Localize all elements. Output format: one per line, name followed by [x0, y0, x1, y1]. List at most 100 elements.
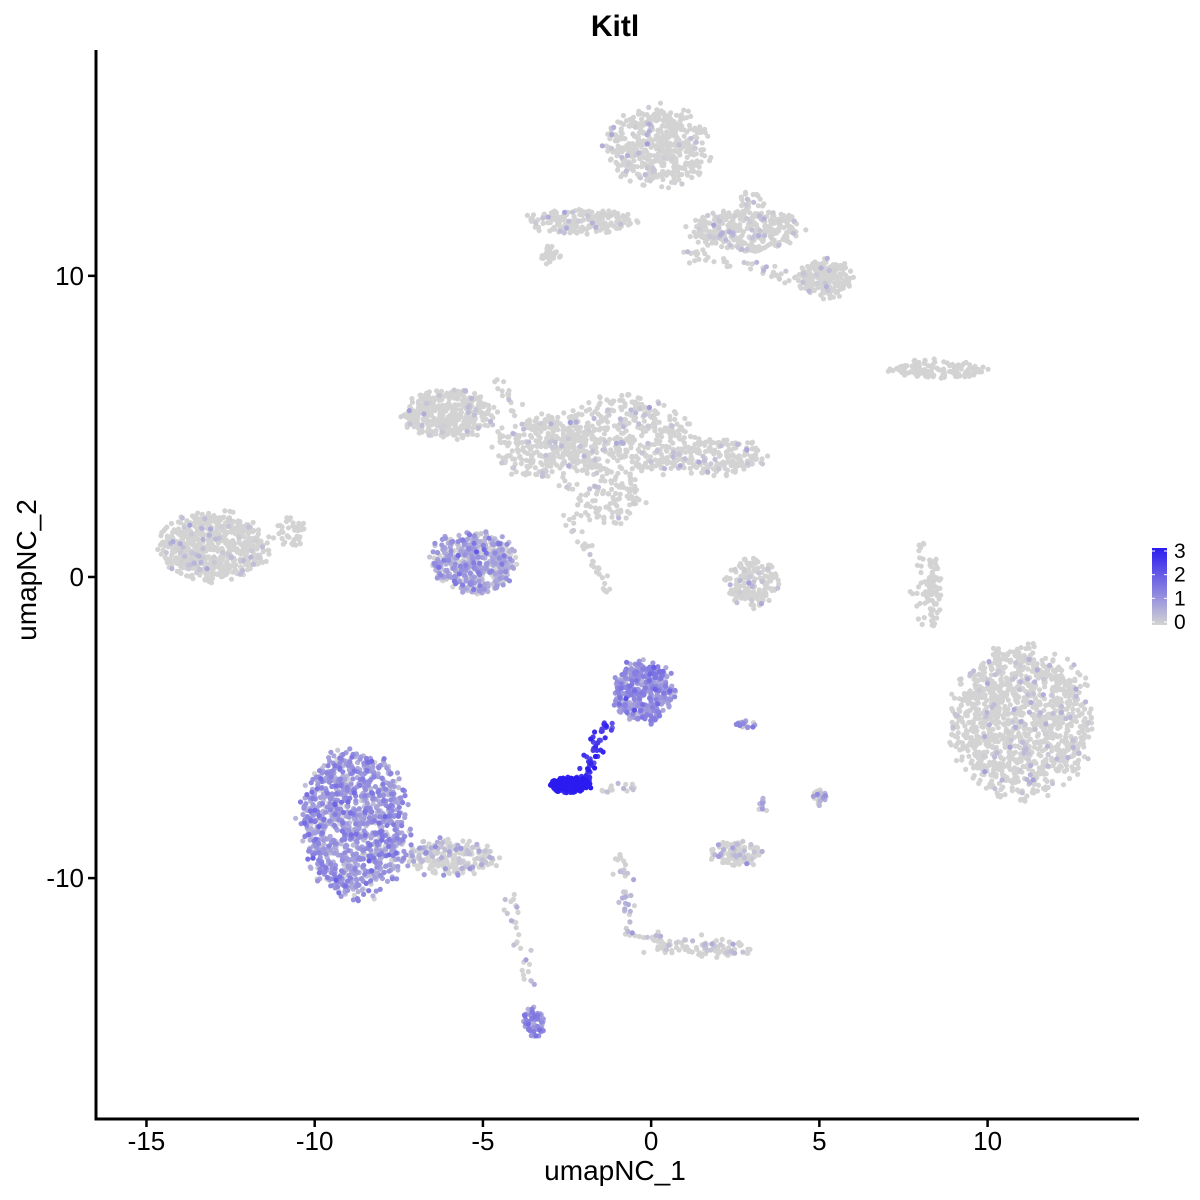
cell-point: [415, 420, 421, 426]
cell-point: [472, 390, 478, 397]
cell-point: [1066, 775, 1073, 782]
cell-point: [1075, 765, 1081, 771]
cell-point: [1026, 645, 1032, 651]
cell-point: [471, 871, 477, 877]
cell-point: [415, 866, 421, 872]
cell-point: [445, 400, 452, 406]
cell-point: [1027, 736, 1033, 742]
cell-point: [696, 171, 702, 178]
cell-point: [700, 147, 707, 153]
cell-point: [1042, 776, 1048, 783]
cell-point: [1079, 711, 1085, 717]
cell-point: [745, 440, 751, 446]
cell-point: [751, 606, 757, 612]
cell-point: [912, 366, 918, 372]
cell-point: [676, 172, 683, 178]
cell-point: [1052, 651, 1058, 657]
cell-point: [972, 705, 978, 711]
cell-point: [567, 230, 573, 236]
cell-point: [675, 446, 682, 452]
cell-point: [481, 403, 487, 409]
cell-point: [1042, 684, 1048, 690]
cell-point: [734, 461, 740, 467]
cell-point: [657, 135, 663, 141]
cell-point: [245, 567, 251, 573]
cell-point: [837, 274, 843, 280]
cell-point: [618, 521, 624, 527]
cell-point: [799, 265, 805, 271]
cell-point: [1035, 782, 1042, 788]
cell-point: [668, 170, 674, 176]
cell-point: [761, 587, 768, 593]
cell-point: [1080, 728, 1086, 735]
cell-point: [970, 765, 977, 771]
cell-point: [708, 856, 715, 862]
cell-point: [1005, 687, 1011, 693]
cell-point: [973, 743, 979, 749]
cell-point: [533, 438, 539, 444]
cell-point: [506, 434, 512, 440]
cell-point: [998, 677, 1004, 683]
cell-point: [753, 456, 759, 462]
cell-point: [584, 231, 590, 237]
cell-point: [1057, 763, 1064, 769]
cell-point: [751, 446, 757, 452]
cell-point: [616, 448, 623, 454]
cell-point: [595, 508, 602, 514]
cell-point: [966, 753, 972, 759]
cell-point: [644, 149, 650, 155]
cell-point: [169, 558, 175, 564]
cell-point: [672, 416, 678, 422]
cell-point: [967, 700, 973, 706]
cell-point: [703, 448, 709, 455]
cell-point: [700, 235, 707, 241]
cell-point: [719, 936, 725, 943]
cell-point: [720, 208, 727, 214]
cell-point: [1000, 784, 1006, 790]
cell-point: [921, 360, 928, 366]
cell-point: [611, 519, 617, 526]
cell-point: [812, 259, 818, 265]
cell-point: [740, 229, 747, 235]
cell-point: [594, 514, 600, 520]
cell-point: [1005, 761, 1011, 767]
cell-point: [615, 143, 621, 149]
cell-point: [750, 862, 757, 868]
cell-point: [753, 452, 759, 458]
cell-point: [623, 515, 629, 521]
cell-point: [815, 284, 821, 290]
cell-point: [1063, 693, 1069, 699]
cell-point: [672, 141, 678, 147]
cell-point: [1042, 758, 1048, 765]
cell-point: [497, 855, 503, 861]
cell-point: [916, 359, 922, 366]
cell-point: [598, 425, 604, 431]
cell-point: [585, 420, 591, 426]
cell-point: [187, 573, 193, 579]
cell-point: [1014, 699, 1020, 705]
chart-title: Kitl: [591, 10, 639, 43]
cell-point: [833, 289, 839, 295]
cell-point: [250, 519, 256, 526]
cell-point: [676, 177, 682, 183]
cell-point: [963, 735, 969, 741]
cell-point: [652, 117, 658, 123]
cell-point: [625, 392, 631, 398]
cell-point: [785, 229, 791, 235]
cell-point: [1064, 699, 1070, 706]
cell-point: [818, 279, 824, 285]
cell-point: [617, 225, 623, 231]
cell-point: [634, 496, 641, 502]
cell-point: [445, 414, 451, 420]
cell-point: [223, 572, 229, 578]
cell-point: [623, 450, 629, 456]
cell-point: [589, 464, 595, 471]
cell-point: [560, 454, 566, 460]
cell-point: [827, 295, 833, 301]
cell-point: [954, 373, 961, 380]
cell-point: [623, 214, 629, 220]
cell-point: [661, 162, 667, 168]
cell-point: [618, 507, 624, 513]
cell-point: [971, 372, 977, 378]
cell-point: [494, 409, 501, 415]
